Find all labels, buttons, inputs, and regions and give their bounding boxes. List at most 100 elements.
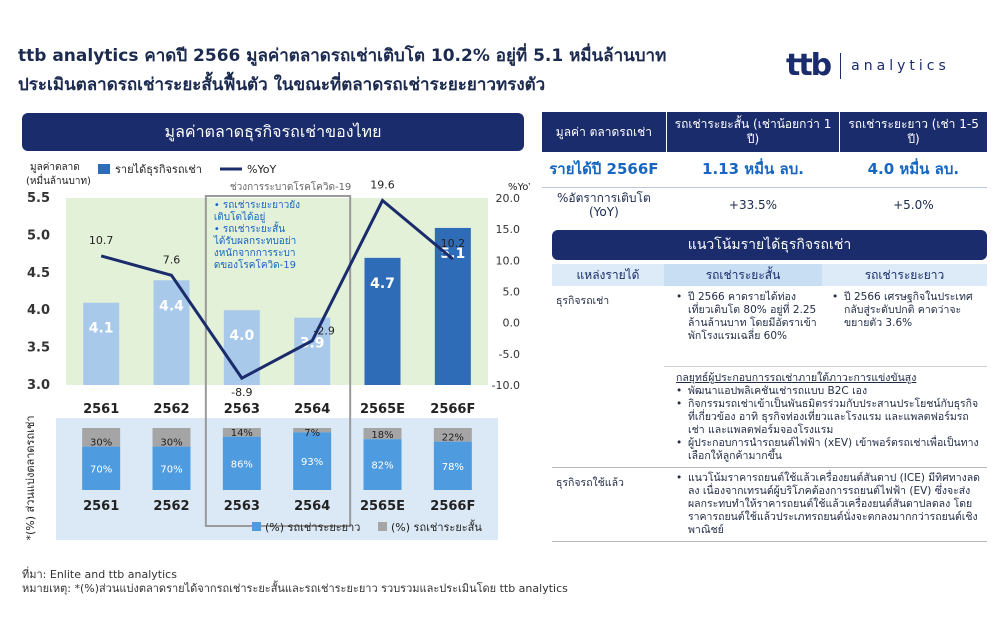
summary-header-market: มูลค่า ตลาดรถเช่า <box>541 112 667 152</box>
trend-row-rental: ธุรกิจรถเช่า ปี 2566 คาดรายได้ท่องเที่ยว… <box>552 286 987 468</box>
revenue-bar-label: 3.9 <box>300 336 325 352</box>
y-tick-label: 4.5 <box>27 266 50 281</box>
short-term-share-bar <box>222 428 261 437</box>
revenue-bar <box>364 257 401 385</box>
summary-revenue-short: 1.13 หมื่น ลบ. <box>666 152 840 188</box>
x-tick-label-bottom: 2565E <box>360 499 405 514</box>
title-line-1: ttb analytics คาดปี 2566 มูลค่าตลาดรถเช่… <box>18 46 667 66</box>
long-term-share-bar <box>152 446 191 490</box>
long-term-share-bar <box>293 432 332 490</box>
list-item: ปี 2566 เศรษฐกิจในประเทศกลับสู่ระดับปกติ… <box>832 291 983 330</box>
trend-col-source: แหล่งรายได้ <box>576 268 640 282</box>
trend-table: แหล่งรายได้ รถเช่าระยะสั้น รถเช่าระยะยาว… <box>552 264 987 542</box>
x-tick-label-top: 2561 <box>83 402 119 417</box>
y2-tick-label: 10.0 <box>496 254 521 267</box>
used-car-cell: แนวโน้มราคารถยนต์ใช้แล้วเครื่องยนต์สันดา… <box>664 468 987 541</box>
list-item: แนวโน้มราคารถยนต์ใช้แล้วเครื่องยนต์สันดา… <box>676 472 983 537</box>
yoy-data-label: 7.6 <box>163 253 181 266</box>
logo-divider <box>840 52 842 79</box>
legend-bar-swatch <box>98 164 110 174</box>
list-item: ผู้ประกอบการนำรถยนต์ไฟฟ้า (xEV) เข้าพอร์… <box>676 437 983 463</box>
summary-growth-long: +5.0% <box>893 197 934 212</box>
remark-text: หมายเหตุ: *(%)ส่วนแบ่งตลาดรายได้จากรถเช่… <box>22 582 568 595</box>
trend-col-short: รถเช่าระยะสั้น <box>664 264 822 286</box>
long-term-share-label: 70% <box>160 464 182 475</box>
list-item: กิจกรรมรถเช่าเข้าเป็นพันธมิตรร่วมกับประส… <box>676 398 983 437</box>
y2-tick-label: -5.0 <box>499 348 520 361</box>
revenue-bar-label: 5.1 <box>440 246 465 262</box>
short-term-share-label: 7% <box>304 428 320 439</box>
y-tick-label: 3.5 <box>27 341 50 356</box>
covid-note-line: ดของโรคโควิด-19 <box>214 258 296 271</box>
trend-rental-long-cell: ปี 2566 เศรษฐกิจในประเทศกลับสู่ระดับปกติ… <box>822 286 987 366</box>
covid-highlight-box <box>204 195 352 527</box>
trend-header: แนวโน้มรายได้ธุรกิจรถเช่า <box>552 230 987 260</box>
trend-row-used-car: ธุรกิจรถใช้แล้ว แนวโน้มราคารถยนต์ใช้แล้ว… <box>552 468 987 542</box>
y-tick-label: 5.0 <box>27 228 50 243</box>
y-tick-label: 5.5 <box>27 191 50 206</box>
x-tick-label-bottom: 2561 <box>83 499 119 514</box>
yoy-data-label: 19.6 <box>370 178 395 191</box>
trend-row-rental-label: ธุรกิจรถเช่า <box>556 295 610 307</box>
revenue-bar-label: 4.4 <box>159 298 184 314</box>
x-tick-label-bottom: 2563 <box>224 499 260 514</box>
legend-short-term-swatch <box>378 522 387 531</box>
revenue-bar-label: 4.7 <box>370 276 395 292</box>
yoy-data-label: 10.2 <box>441 237 466 250</box>
x-tick-label-bottom: 2562 <box>153 499 189 514</box>
legend-bar-label: รายได้ธุรกิจรถเช่า <box>115 163 202 176</box>
long-term-share-bar <box>82 446 121 490</box>
revenue-bar <box>83 302 120 385</box>
page-title: ttb analytics คาดปี 2566 มูลค่าตลาดรถเช่… <box>18 42 758 100</box>
y2-tick-label: 20.0 <box>496 192 521 205</box>
yoy-line <box>100 198 454 381</box>
logo-mark: ttb <box>786 48 832 83</box>
long-term-share-label: 78% <box>442 462 464 473</box>
x-tick-label-top: 2565E <box>360 402 405 417</box>
covid-note-line: งหนักจากการระบา <box>214 248 296 259</box>
long-term-share-bar <box>222 436 261 490</box>
yoy-data-label: 10.7 <box>89 234 114 247</box>
legend-long-term-label: (%) รถเช่าระยะยาว <box>265 521 360 534</box>
summary-growth-short: +33.5% <box>728 197 778 212</box>
bottom-plot-background <box>56 418 498 540</box>
share-y-axis-title: *(%) ส่วนแบ่งตลาดรถเช่า <box>24 415 37 540</box>
revenue-bar <box>434 227 471 385</box>
y-tick-label: 4.0 <box>27 303 50 318</box>
covid-note-line: ได้รับผลกระทบอย่า <box>213 235 296 247</box>
revenue-bar <box>153 280 190 385</box>
yoy-data-label: -2.9 <box>313 325 334 338</box>
revenue-bar-label: 4.1 <box>89 321 114 337</box>
long-term-share-label: 93% <box>301 457 323 468</box>
short-term-share-label: 22% <box>442 433 464 444</box>
long-term-share-label: 70% <box>90 464 112 475</box>
title-line-2: ประเมินตลาดรถเช่าระยะสั้นฟื้นตัว ในขณะที… <box>18 75 546 95</box>
y-axis-title-unit: (หมื่นล้านบาท) <box>26 173 91 187</box>
short-term-share-bar <box>82 428 121 447</box>
short-term-share-bar <box>293 428 332 433</box>
summary-revenue-long: 4.0 หมื่น ลบ. <box>839 152 987 188</box>
long-term-share-bar <box>433 441 472 490</box>
summary-table: มูลค่า ตลาดรถเช่า รถเช่าระยะสั้น (เช่าน้… <box>541 112 987 222</box>
short-term-share-bar <box>152 428 191 447</box>
yoy-data-label: -8.9 <box>231 386 252 399</box>
source-notes: ที่มา: Enlite and ttb analytics หมายเหตุ… <box>22 568 568 596</box>
covid-note-line: เติบโตได้อยู่ <box>214 210 266 223</box>
legend-long-term-swatch <box>252 522 261 531</box>
short-term-share-bar <box>433 428 472 442</box>
covid-note-line: • รถเช่าระยะยาวยัง <box>214 200 300 211</box>
trend-table-head: แหล่งรายได้ รถเช่าระยะสั้น รถเช่าระยะยาว <box>552 264 987 286</box>
market-value-chart: รายได้ธุรกิจรถเช่า %YoY มูลค่าตลาด(หมื่นล้… <box>24 162 530 541</box>
short-term-share-label: 14% <box>231 428 253 439</box>
y2-tick-label: 15.0 <box>496 223 521 236</box>
strategy-cell: กลยุทธ์ผู้ประกอบการรถเช่าภายใต้ภาวะการแข… <box>664 366 987 467</box>
revenue-bar-label: 4.0 <box>229 328 254 344</box>
trend-row-used-car-label: ธุรกิจรถใช้แล้ว <box>556 477 624 489</box>
y2-tick-label: -10.0 <box>492 379 520 392</box>
legend-short-term-label: (%) รถเช่าระยะสั้น <box>391 519 482 534</box>
summary-header-long: รถเช่าระยะยาว (เช่า 1-5 ปี) <box>839 112 987 152</box>
short-term-share-label: 18% <box>371 430 393 441</box>
x-tick-label-bottom: 2564 <box>294 499 330 514</box>
x-tick-label-top: 2564 <box>294 402 330 417</box>
trend-col-long: รถเช่าระยะยาว <box>864 268 945 282</box>
